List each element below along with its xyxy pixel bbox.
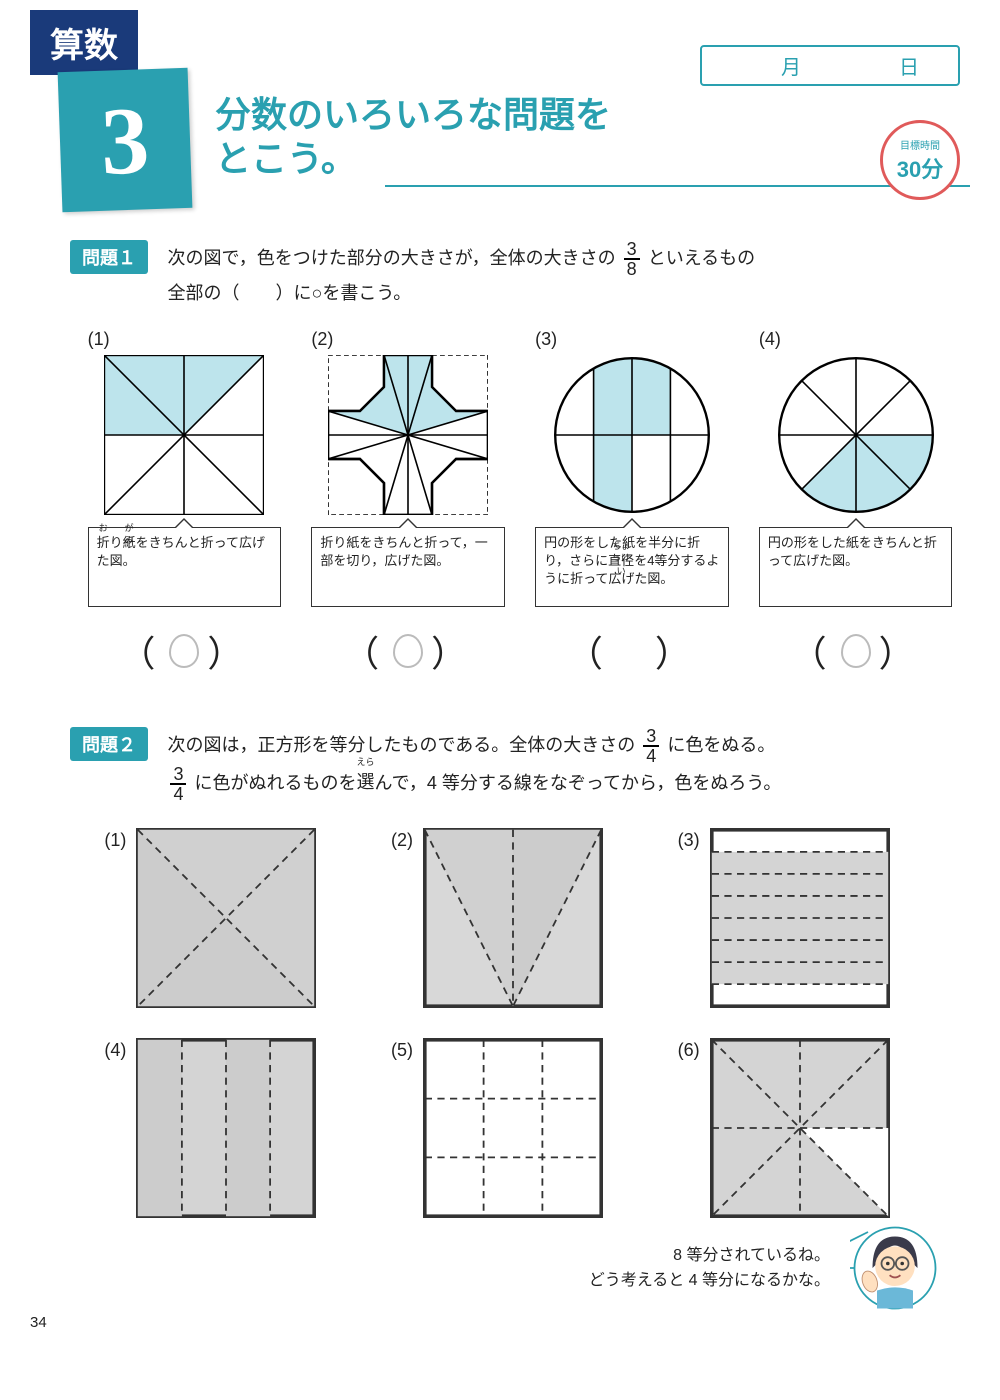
q1-caption: 折り紙をきちんと折って，一部を切り，広げた図。 (311, 527, 505, 607)
q2-text: 次の図は，正方形を等分したものである。全体の大きさの 34 に色をぬる。 34 … (167, 727, 781, 803)
q2-figure-6[interactable] (710, 1038, 890, 1218)
q1-label: 問題１ (70, 240, 148, 274)
date-box[interactable]: 月 日 (700, 45, 960, 86)
q2-label: 問題２ (70, 727, 148, 761)
question-2: 問題２ 次の図は，正方形を等分したものである。全体の大きさの 34 に色をぬる。… (30, 727, 970, 1294)
q2-item: (4) (104, 1038, 362, 1218)
chapter-header: 月 日 3 分数のいろいろな問題をとこう。 目標時間 30分 (30, 70, 970, 210)
q1-answer-slot[interactable]: （ ） (791, 625, 921, 677)
q1-item: (1) お折りがみ紙をきちんと折って広げた図。 （ ） (88, 329, 282, 677)
q2-item: (1) (104, 828, 362, 1008)
q1-answer-slot[interactable]: （ ） (119, 625, 249, 677)
chapter-title: 分数のいろいろな問題をとこう。 (215, 93, 970, 186)
q1-figure-2 (328, 355, 488, 515)
hint-speech: 8 等分されているね。 どう考えると 4 等分になるかな。 (70, 1243, 970, 1294)
q2-figure-3[interactable] (710, 828, 890, 1008)
q1-caption: 円の形をした紙を半分に折り，さらにちょっけい直径を4等分するように折って広げた図… (535, 527, 729, 607)
q2-figure-1[interactable] (136, 828, 316, 1008)
circle-mark-icon (841, 634, 871, 668)
q2-item: (5) (391, 1038, 649, 1218)
q1-answer-slot[interactable]: （ ） (567, 625, 697, 677)
page-number: 34 (30, 1314, 970, 1331)
q1-figure-4 (776, 355, 936, 515)
q1-text: 次の図で，色をつけた部分の大きさが，全体の大きさの 38 といえるもの 全部の（… (167, 240, 755, 309)
timer-badge: 目標時間 30分 (880, 120, 960, 200)
q1-answer-slot[interactable]: （ ） (343, 625, 473, 677)
chapter-number-box: 3 (58, 68, 193, 212)
q2-figure-2[interactable] (423, 828, 603, 1008)
q2-figures-grid: (1) (2) (3) (70, 828, 970, 1218)
q1-figure-1 (104, 355, 264, 515)
q1-item: (3) 円の形をした紙を半分に折り，さらにちょっけい直径を4等分するように折って… (535, 329, 729, 677)
q2-item: (3) (678, 828, 936, 1008)
q1-item: (4) 円の形をした紙をきちんと折って広げた図。 （ ） (759, 329, 953, 677)
q2-figure-5[interactable] (423, 1038, 603, 1218)
q1-caption: お折りがみ紙をきちんと折って広げた図。 (88, 527, 282, 607)
teacher-avatar-icon (850, 1223, 940, 1313)
q2-figure-4[interactable] (136, 1038, 316, 1218)
circle-mark-icon (169, 634, 199, 668)
subject-tab: 算数 (30, 10, 138, 75)
q2-item: (2) (391, 828, 649, 1008)
q1-caption: 円の形をした紙をきちんと折って広げた図。 (759, 527, 953, 607)
q1-item: (2) 折り紙をきちんと折って，一部を切り，広げた図。 （ ） (311, 329, 505, 677)
q2-item: (6) (678, 1038, 936, 1218)
q1-figure-3 (552, 355, 712, 515)
circle-mark-icon (393, 634, 423, 668)
q1-figures-row: (1) お折りがみ紙をきちんと折って広げた図。 （ ） (2) (70, 329, 970, 677)
question-1: 問題１ 次の図で，色をつけた部分の大きさが，全体の大きさの 38 といえるもの … (30, 240, 970, 677)
